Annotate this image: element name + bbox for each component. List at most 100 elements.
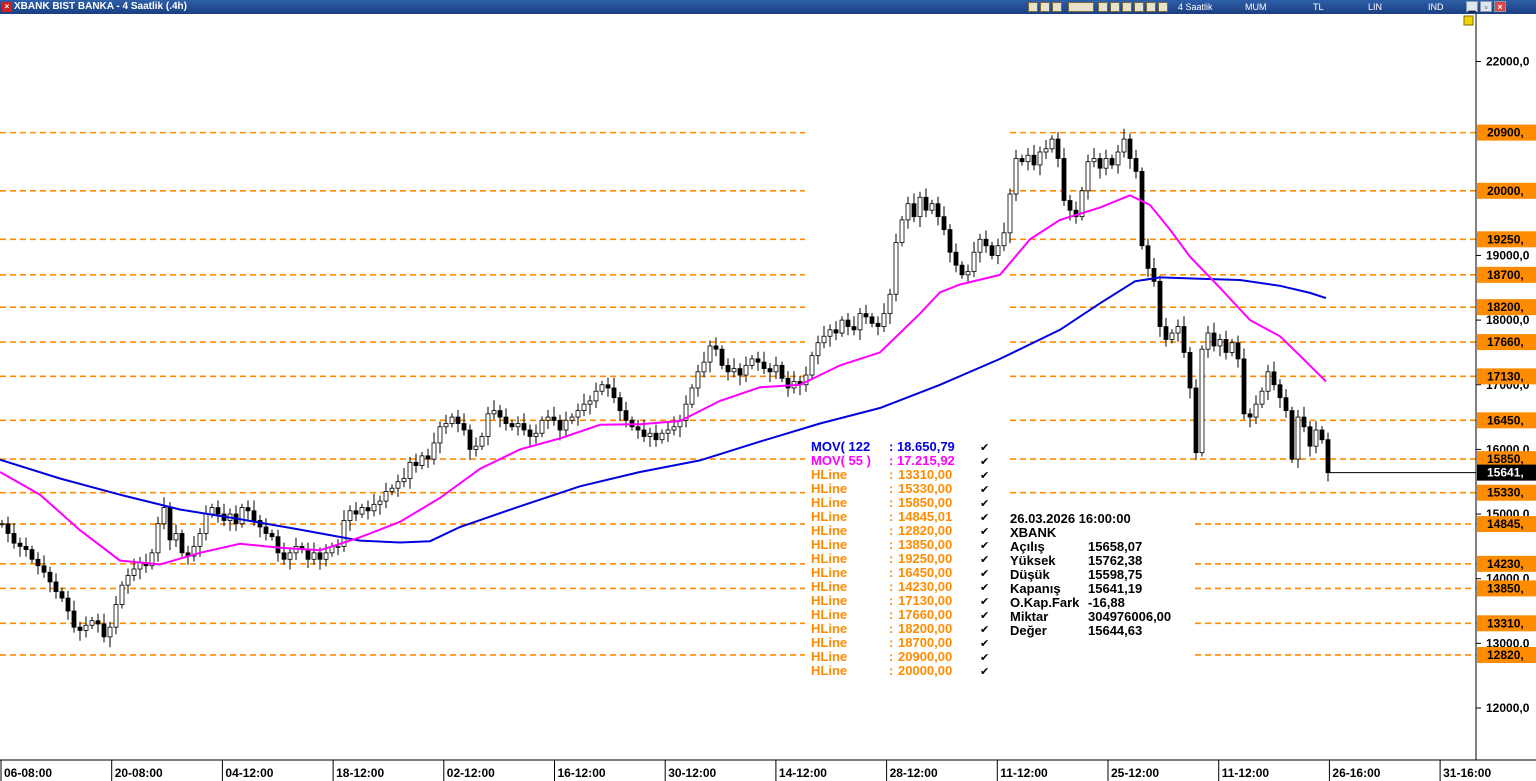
candle-body	[929, 203, 935, 211]
candle-body	[641, 429, 647, 437]
chart-style-selector[interactable]: MUM	[1245, 2, 1267, 12]
hline-axis-badge	[1477, 334, 1536, 351]
candle-body	[149, 552, 155, 567]
refresh-icon[interactable]	[1040, 2, 1050, 12]
candle-body	[491, 410, 497, 415]
legend-hline-value: 15330,00	[898, 481, 952, 496]
last-price-label: 15641,	[1487, 466, 1524, 480]
legend-hline-value: 20000,00	[898, 663, 952, 678]
candle-body	[5, 523, 11, 534]
hline-layer	[0, 131, 1476, 656]
info-value: 15644,63	[1088, 623, 1142, 638]
window-menu-icon[interactable]: ×	[2, 2, 12, 12]
save-icon[interactable]	[1028, 2, 1038, 12]
candle-body	[47, 571, 53, 583]
draw-icon[interactable]	[1134, 2, 1144, 12]
candle-body	[743, 364, 749, 376]
candle-body	[167, 507, 173, 541]
candle-body	[863, 313, 869, 318]
legend-hline-value: 13310,00	[898, 467, 952, 482]
x-tick-label: 31-16:00	[1443, 766, 1491, 780]
candle-body	[953, 251, 959, 266]
candle-body	[113, 604, 119, 628]
legend-hline-name: HLine	[811, 495, 847, 510]
mov-122-line[interactable]	[0, 276, 1327, 544]
hline-axis-badge	[1477, 555, 1536, 572]
candle-body	[1325, 439, 1331, 474]
candle-body	[563, 419, 569, 431]
candle-body	[365, 507, 371, 512]
candle-body	[17, 542, 23, 547]
currency-selector[interactable]: TL	[1313, 2, 1324, 12]
candle-body	[389, 487, 395, 492]
x-tick-label: 14-12:00	[779, 766, 827, 780]
candle-body	[995, 245, 1001, 256]
hline-axis-label: 17130,	[1487, 369, 1524, 383]
info-label: Yüksek	[1010, 553, 1056, 568]
candle-body	[1193, 387, 1199, 454]
zoom-icon[interactable]	[1110, 2, 1120, 12]
candle-body	[203, 513, 209, 534]
mov-55-line[interactable]	[0, 194, 1327, 566]
candle-body	[95, 620, 101, 625]
candle-body	[1271, 371, 1277, 386]
info-symbol: XBANK	[1010, 525, 1057, 540]
candle-body	[1145, 245, 1151, 269]
candle-body	[161, 507, 167, 525]
check-icon: ✔	[980, 596, 989, 608]
candle-body	[1109, 158, 1115, 166]
pencil-icon[interactable]	[1122, 2, 1132, 12]
hline-axis-label: 14845,	[1487, 517, 1524, 531]
y-tick-label: 18000,0	[1486, 313, 1530, 327]
y-tick-label: 22000,0	[1486, 55, 1530, 69]
candle-body	[503, 416, 509, 424]
candle-body	[317, 552, 323, 560]
candle-body	[431, 442, 437, 460]
legend: MOV( 122: 18.650,79 ✔ MOV( 55 ): 17.215,92…	[811, 439, 989, 678]
candle-body	[593, 390, 599, 402]
x-tick-label: 16-12:00	[558, 766, 606, 780]
candle-body	[251, 510, 257, 521]
candle-body	[917, 196, 923, 218]
settings-icon[interactable]	[1146, 2, 1156, 12]
x-tick-label: 25-12:00	[1111, 766, 1159, 780]
scale-selector[interactable]: LIN	[1368, 2, 1383, 12]
period-selector[interactable]: 4 Saatlik	[1178, 2, 1213, 12]
legend-hline-value: 14845,01	[898, 509, 952, 524]
legend-mov-name: MOV( 55 )	[811, 453, 871, 468]
mode-selector[interactable]: IND	[1428, 2, 1444, 12]
y-tick-label: 12000,0	[1486, 701, 1530, 715]
x-tick-label: 04-12:00	[225, 766, 273, 780]
price-chart[interactable]: MOV( 122: 18.650,79 ✔ MOV( 55 ): 17.215,92…	[0, 14, 1536, 781]
candle-body	[599, 384, 605, 392]
legend-hline-value: 15850,00	[898, 495, 952, 510]
template-icon[interactable]	[1068, 2, 1094, 12]
grid-icon[interactable]	[1098, 2, 1108, 12]
hline-axis-label: 12820,	[1487, 648, 1524, 662]
x-tick-label: 02-12:00	[447, 766, 495, 780]
restore-button[interactable]: ▫	[1480, 1, 1492, 12]
candle-body	[443, 423, 449, 428]
close-button[interactable]: ×	[1494, 1, 1506, 12]
x-tick-label: 20-08:00	[115, 766, 163, 780]
period-icon[interactable]	[1158, 2, 1168, 12]
candle-body	[377, 500, 383, 505]
candle-body	[857, 313, 863, 331]
legend-hline-sep: :	[889, 579, 893, 594]
candle-body	[1085, 161, 1091, 192]
candle-body	[35, 558, 41, 567]
candle-body	[683, 403, 689, 421]
check-icon: ✔	[980, 512, 989, 524]
minimize-button[interactable]: ▁	[1466, 1, 1478, 12]
candle-body	[509, 423, 515, 428]
lock-icon[interactable]	[1463, 15, 1474, 26]
hline-axis-label: 18700,	[1487, 268, 1524, 282]
candle-body	[107, 626, 113, 638]
copy-icon[interactable]	[1052, 2, 1062, 12]
info-label: Düşük	[1010, 567, 1051, 582]
legend-hline-name: HLine	[811, 467, 847, 482]
candle-body	[731, 368, 737, 373]
candle-body	[1163, 326, 1169, 340]
candle-body	[401, 478, 407, 483]
